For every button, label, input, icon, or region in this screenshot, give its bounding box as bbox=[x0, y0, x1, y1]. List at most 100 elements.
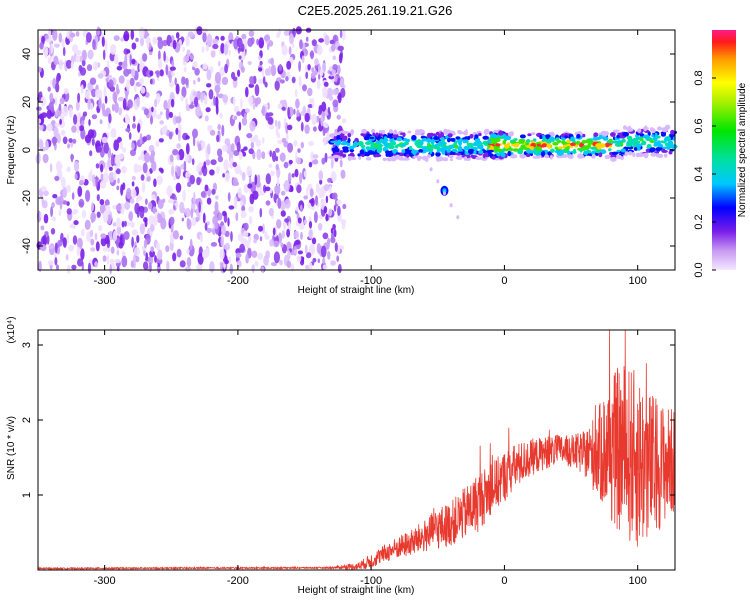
spectrogram-noise-cell bbox=[40, 225, 45, 231]
spectrogram-noise-cell bbox=[242, 151, 247, 157]
spectrogram-noise-cell bbox=[172, 230, 179, 240]
spectrogram-noise-cell bbox=[273, 251, 280, 264]
spectrogram-noise-cell bbox=[220, 235, 224, 247]
spectrogram-noise-cell bbox=[202, 32, 207, 43]
spectrogram-noise-cell bbox=[89, 169, 93, 178]
spectrogram-noise-cell bbox=[224, 63, 229, 74]
spectrogram-noise-cell bbox=[92, 61, 98, 71]
spectrogram-noise-cell bbox=[312, 257, 317, 263]
spectrogram-noise-cell bbox=[72, 235, 78, 245]
spectrogram-noise-cell bbox=[149, 51, 153, 56]
spectrogram-noise-cell bbox=[293, 230, 300, 239]
spectrogram-noise-cell bbox=[54, 175, 60, 181]
spectrogram-noise-cell bbox=[166, 185, 173, 197]
spectrogram-noise-cell bbox=[56, 133, 61, 144]
spectrogram-noise-cell bbox=[332, 55, 336, 61]
spectrogram-noise-cell bbox=[61, 38, 65, 48]
spectrogram-signal-cell bbox=[365, 141, 372, 146]
spectrogram-noise-cell bbox=[268, 65, 271, 76]
spectrogram-noise-cell bbox=[153, 215, 158, 227]
spectrogram-noise-cell bbox=[302, 84, 307, 92]
spectrogram-noise-cell bbox=[169, 216, 175, 226]
spectrogram-noise-cell bbox=[134, 255, 140, 263]
spectrogram-noise-cell bbox=[165, 108, 170, 120]
snr-x-tick-label: -300 bbox=[94, 575, 116, 587]
spectrogram-noise-cell bbox=[54, 122, 61, 128]
spectrogram-noise-cell bbox=[247, 37, 254, 48]
spectrogram-noise-cell bbox=[303, 219, 308, 224]
spectrogram-noise-cell bbox=[212, 43, 219, 50]
spectrogram-noise-cell bbox=[121, 60, 128, 70]
spectrogram-noise-cell bbox=[228, 49, 231, 56]
spectrogram-noise-cell bbox=[224, 259, 229, 265]
spectrogram-signal-cell bbox=[608, 138, 613, 142]
spectrogram-noise-cell bbox=[319, 186, 325, 198]
spectrogram-signal-cell bbox=[623, 125, 627, 130]
spectrogram-noise-cell bbox=[112, 204, 117, 210]
spectrogram-noise-cell bbox=[267, 116, 273, 125]
spectrogram-noise-cell bbox=[306, 186, 309, 199]
spectrogram-noise-cell bbox=[104, 39, 108, 52]
spectrogram-noise-cell bbox=[68, 244, 74, 252]
spectrogram-noise-cell bbox=[232, 96, 236, 107]
spectrogram-noise-cell bbox=[329, 39, 335, 45]
spectrogram-noise-cell bbox=[62, 237, 67, 248]
spectrogram-noise-cell bbox=[70, 61, 74, 69]
spectrogram-signal-cell bbox=[455, 156, 463, 160]
spectrogram-noise-cell bbox=[131, 123, 137, 129]
spectrogram-noise-cell bbox=[280, 210, 286, 217]
spectrogram-noise-cell bbox=[138, 156, 142, 161]
spectrogram-noise-cell bbox=[186, 217, 190, 227]
spectrogram-signal-cell bbox=[637, 136, 642, 141]
spectrogram-noise-cell bbox=[160, 168, 164, 174]
spectrogram-noise-cell bbox=[270, 64, 277, 77]
spectrogram-noise-cell bbox=[330, 44, 336, 52]
spectrogram-noise-cell bbox=[219, 248, 225, 260]
spectrogram-noise-cell bbox=[194, 96, 199, 108]
spectrogram-signal-cell bbox=[595, 143, 602, 148]
spectrogram-noise-cell bbox=[185, 152, 189, 163]
spectrogram-noise-cell bbox=[238, 121, 242, 131]
spectrogram-noise-cell bbox=[51, 136, 58, 144]
spectrogram-noise-cell bbox=[65, 254, 69, 261]
spectrogram-noise-cell bbox=[323, 81, 329, 87]
spectrogram-signal-cell bbox=[550, 148, 555, 153]
spectrogram-noise-cell bbox=[290, 186, 294, 192]
spectrogram-noise-cell bbox=[210, 242, 218, 247]
spectrogram-noise-cell bbox=[130, 29, 135, 40]
spectrogram-noise-cell bbox=[188, 244, 195, 257]
spectrogram-noise-cell bbox=[222, 210, 227, 217]
spectrogram-signal-cell bbox=[557, 151, 564, 156]
spectrogram-signal-cell bbox=[667, 140, 674, 146]
spectrogram-noise-cell bbox=[77, 237, 83, 250]
spectrogram-signal-cell bbox=[567, 154, 574, 160]
spectrogram-noise-cell bbox=[39, 42, 44, 50]
snr-frame bbox=[37, 329, 676, 571]
spectrogram-noise-cell bbox=[312, 154, 319, 159]
spectrogram-signal-cell bbox=[513, 138, 518, 141]
spectrogram-signal-cell bbox=[377, 146, 383, 152]
spectrogram-signal-cell bbox=[340, 142, 348, 146]
spectrogram-noise-cell bbox=[328, 75, 335, 80]
spectrogram-noise-cell bbox=[165, 64, 169, 76]
spectrogram-signal-cell bbox=[440, 137, 445, 140]
spectrogram-noise-cell bbox=[303, 170, 307, 178]
spectrogram-signal-cell bbox=[473, 150, 477, 155]
spectrogram-signal-cell bbox=[530, 146, 534, 151]
spectrogram-noise-cell bbox=[108, 113, 112, 124]
spectrogram-noise-cell bbox=[170, 98, 175, 108]
spectrogram-noise-cell bbox=[175, 32, 180, 39]
spectrogram-noise-cell bbox=[45, 34, 49, 40]
spectrogram-signal-cell bbox=[576, 140, 581, 145]
spectrogram-noise-cell bbox=[277, 120, 281, 130]
spectrogram-noise-cell bbox=[175, 182, 182, 193]
spectrogram-noise-cell bbox=[53, 55, 59, 66]
spectrogram-signal-cell bbox=[547, 151, 552, 156]
spectrogram-signal-cell bbox=[467, 148, 475, 154]
spectrogram-noise-cell bbox=[38, 260, 42, 273]
spectrogram-signal-cell bbox=[341, 137, 347, 141]
spectrogram-noise-cell bbox=[60, 176, 66, 189]
spectrogram-noise-cell bbox=[116, 185, 120, 191]
spectrogram-signal-cell bbox=[583, 150, 589, 156]
spectrogram-noise-cell bbox=[102, 210, 109, 223]
